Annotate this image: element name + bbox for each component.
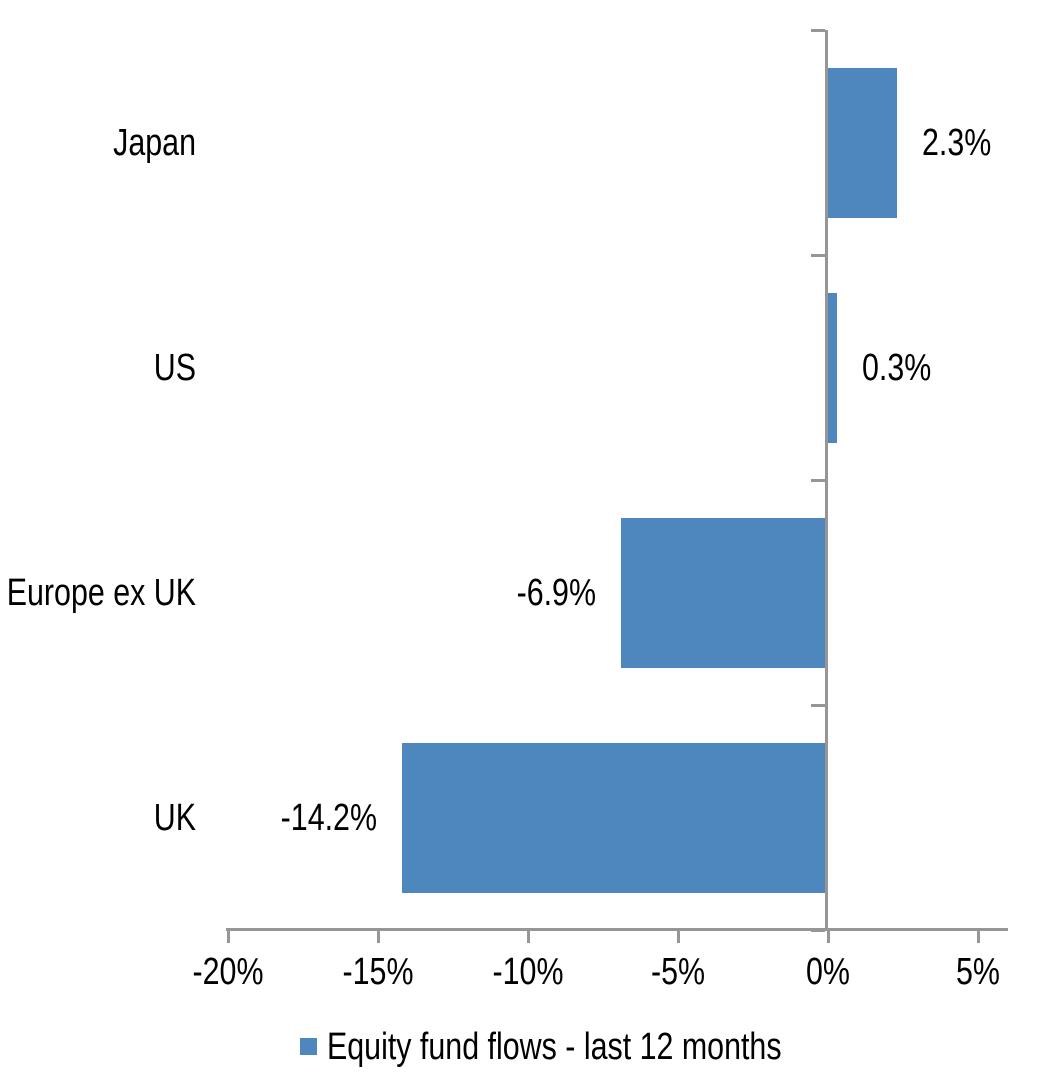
category-label-us: US <box>153 346 196 389</box>
x-tick-label--20: -20% <box>192 951 264 993</box>
value-label-europe-ex-uk: -6.9% <box>516 571 596 614</box>
category-label-japan: Japan <box>113 121 196 164</box>
legend-swatch-icon <box>300 1038 317 1055</box>
x-axis-tick--20 <box>227 931 230 943</box>
category-label-europe-ex-uk: Europe ex UK <box>6 571 196 614</box>
x-tick-label--5: -5% <box>650 951 706 993</box>
x-axis-tick--15 <box>377 931 380 943</box>
y-axis-tick <box>811 704 825 707</box>
x-tick-label-5: 5% <box>956 951 1000 993</box>
x-tick-label--10: -10% <box>492 951 564 993</box>
y-axis-tick <box>811 479 825 482</box>
x-tick-label--15: -15% <box>342 951 414 993</box>
value-label-us: 0.3% <box>862 346 932 389</box>
bar-us <box>828 292 837 443</box>
bar-japan <box>828 67 897 218</box>
value-label-uk: -14.2% <box>280 796 377 839</box>
legend-label: Equity fund flows - last 12 months <box>327 1026 782 1068</box>
bar-uk <box>402 742 828 893</box>
y-axis-tick <box>811 29 825 32</box>
x-axis-tick-5 <box>977 931 980 943</box>
bar-europe-ex-uk <box>621 517 828 668</box>
y-axis-tick <box>811 254 825 257</box>
x-axis-tick--10 <box>527 931 530 943</box>
value-label-japan: 2.3% <box>922 121 992 164</box>
x-axis-line <box>226 928 1008 931</box>
y-axis-line <box>825 30 828 931</box>
x-axis-tick-0 <box>827 931 830 943</box>
x-axis-tick--5 <box>677 931 680 943</box>
category-label-uk: UK <box>153 796 196 839</box>
x-tick-label-0: 0% <box>806 951 850 993</box>
